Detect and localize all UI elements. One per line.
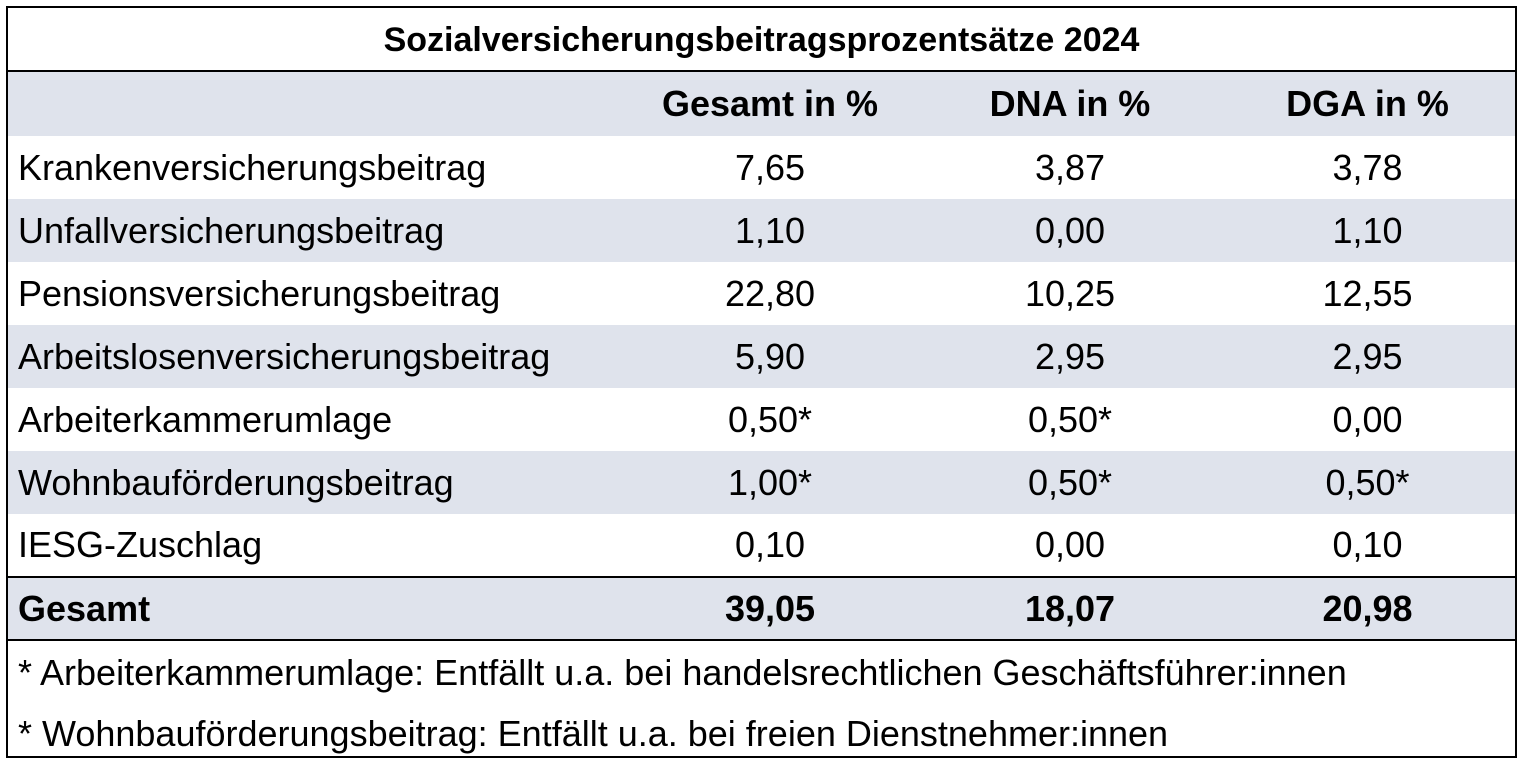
row-label: IESG-Zuschlag	[18, 524, 263, 565]
table-row: Unfallversicherungsbeitrag 1,10 0,00 1,1…	[8, 199, 1515, 262]
row-label: Krankenversicherungsbeitrag	[18, 146, 487, 188]
cell-dna: 0,50*	[1027, 398, 1113, 440]
table-row: Wohnbauförderungsbeitrag 1,00* 0,50* 0,5…	[8, 451, 1515, 514]
total-label: Gesamt	[8, 577, 620, 640]
cell-gesamt: 1,00*	[727, 461, 813, 503]
cell-dga: 0,50*	[1325, 461, 1410, 503]
cell-gesamt: 5,90	[734, 335, 806, 377]
row-label: Arbeiterkammerumlage	[18, 398, 393, 440]
total-dga: 20,98	[1220, 577, 1515, 640]
cell-dna: 2,95	[1034, 335, 1106, 377]
header-dga: DGA in %	[1286, 83, 1449, 124]
table-row: Krankenversicherungsbeitrag 7,65 3,87 3,…	[8, 136, 1515, 199]
total-row: Gesamt 39,05 18,07 20,98	[8, 577, 1515, 640]
contribution-table-frame: Sozialversicherungsbeitragsprozentsätze …	[6, 6, 1517, 758]
row-label: Unfallversicherungsbeitrag	[18, 209, 445, 251]
cell-dga: 12,55	[1322, 272, 1413, 314]
cell-dga: 0,10	[1332, 524, 1403, 565]
cell-dna: 0,50*	[1027, 461, 1113, 503]
table-row: Pensionsversicherungsbeitrag 22,80 10,25…	[8, 262, 1515, 325]
table-row: Arbeiterkammerumlage 0,50* 0,50* 0,00	[8, 388, 1515, 451]
cell-dga: 2,95	[1332, 335, 1403, 377]
total-gesamt: 39,05	[620, 577, 920, 640]
cell-gesamt: 0,50*	[727, 398, 813, 440]
row-label: Arbeitslosenversicherungsbeitrag	[18, 335, 551, 377]
footnote-arbeiterkammerumlage: * Arbeiterkammerumlage: Entfällt u.a. be…	[18, 652, 1347, 693]
header-row: Gesamt in % DNA in % DGA in %	[8, 72, 1515, 136]
cell-dna: 0,00	[1034, 209, 1106, 251]
cell-dna: 3,87	[1034, 146, 1106, 188]
cell-gesamt: 22,80	[724, 272, 816, 314]
table-title: Sozialversicherungsbeitragsprozentsätze …	[8, 8, 1515, 72]
cell-dna: 10,25	[1024, 272, 1116, 314]
table-row: IESG-Zuschlag 0,10 0,00 0,10	[8, 514, 1515, 577]
cell-dga: 3,78	[1332, 146, 1403, 188]
footnotes: * Arbeiterkammerumlage: Entfällt u.a. be…	[8, 641, 1515, 763]
footnote-wohnbaufoerderungsbeitrag: * Wohnbauförderungsbeitrag: Entfällt u.a…	[18, 713, 1169, 754]
header-gesamt: Gesamt in %	[661, 83, 879, 124]
header-dna: DNA in %	[989, 83, 1151, 124]
cell-gesamt: 7,65	[734, 146, 806, 188]
header-label	[8, 72, 620, 136]
cell-dga: 0,00	[1332, 398, 1403, 440]
cell-dga: 1,10	[1332, 209, 1403, 251]
total-dna: 18,07	[920, 577, 1220, 640]
table-row: Arbeitslosenversicherungsbeitrag 5,90 2,…	[8, 325, 1515, 388]
row-label: Wohnbauförderungsbeitrag	[18, 461, 454, 503]
cell-gesamt: 0,10	[734, 524, 806, 565]
cell-gesamt: 1,10	[734, 209, 806, 251]
cell-dna: 0,00	[1034, 524, 1106, 565]
contribution-table: Gesamt in % DNA in % DGA in % Krankenver…	[8, 72, 1515, 641]
row-label: Pensionsversicherungsbeitrag	[18, 272, 501, 314]
